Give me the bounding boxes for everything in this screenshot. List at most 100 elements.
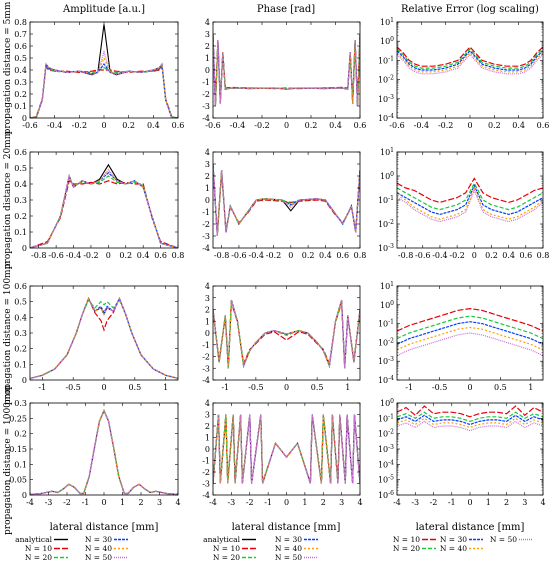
x-tick-label: -0.4 xyxy=(47,121,62,130)
y-tick-label: 0.3 xyxy=(14,78,27,87)
x-tick-label: -0.2 xyxy=(83,251,98,260)
y-tick-label: 0.4 xyxy=(14,180,27,189)
x-tick-label: 4 xyxy=(540,498,545,507)
y-tick-label: 10-1 xyxy=(378,55,394,65)
x-tick-label: 0 xyxy=(101,383,106,392)
y-tick-label: 0.6 xyxy=(14,282,27,291)
series-n-50-line xyxy=(30,297,178,379)
y-tick-label: 10-2 xyxy=(378,429,394,439)
x-tick-label: 0 xyxy=(106,251,111,260)
x-tick-label: -1 xyxy=(405,383,413,392)
x-tick-label: 0 xyxy=(284,121,289,130)
y-tick-label: -4 xyxy=(202,376,210,385)
x-tick-label: 0 xyxy=(467,383,472,392)
x-tick-label: -0.4 xyxy=(432,251,447,260)
plot-frame xyxy=(29,285,179,381)
row-label-5mm: propagation distance = 5mm xyxy=(3,1,13,134)
y-tick-label: 0.4 xyxy=(14,66,27,75)
x-tick-label: -2 xyxy=(63,498,71,507)
y-tick-label: 101 xyxy=(380,147,394,157)
y-tick-label: 10-4 xyxy=(378,375,394,385)
legend-label: N = 30 xyxy=(85,535,112,544)
y-tick-label: -1 xyxy=(202,208,210,217)
y-tick-label: 2 xyxy=(205,306,210,315)
x-tick-label: -0.2 xyxy=(449,251,464,260)
x-tick-label: 0.5 xyxy=(128,383,141,392)
series-n-30-line xyxy=(30,62,178,118)
y-tick-label: -4 xyxy=(202,114,210,123)
series-n-30-line xyxy=(30,409,178,495)
y-tick-label: 0.1 xyxy=(14,460,27,469)
legend-label: N = 30 xyxy=(440,535,467,544)
y-tick-label: 0.3 xyxy=(14,399,27,408)
legend-label: N = 20 xyxy=(213,553,240,562)
x-tick-label: 1 xyxy=(302,498,307,507)
series-n-20-line xyxy=(397,48,543,69)
x-tick-label: 1 xyxy=(345,383,350,392)
panels: -0.6 -0.4 -0.2 0 0.2 0.4 0.600.10.20.30.40.50.… xyxy=(9,17,549,507)
series-n-40-line xyxy=(30,297,178,379)
y-tick-label: 3 xyxy=(205,160,210,169)
y-tick-label: 0.8 xyxy=(14,18,27,27)
x-tick-label: -0.5 xyxy=(65,383,80,392)
x-tick-label: 4 xyxy=(175,498,180,507)
series-analytical-line xyxy=(30,409,178,495)
series-n-40-line xyxy=(397,186,543,220)
y-tick-label: 100 xyxy=(380,300,394,310)
x-tick-label: -0.6 xyxy=(22,121,37,130)
y-tick-label: 0 xyxy=(205,196,210,205)
series-analytical-line xyxy=(213,299,360,369)
plot-frame xyxy=(396,21,544,119)
y-tick-label: 0.5 xyxy=(14,298,27,307)
y-tick-label: 10-2 xyxy=(378,75,394,85)
x-tick-label: 0.4 xyxy=(512,121,525,130)
y-tick-label: 0.2 xyxy=(14,212,27,221)
chart-panel-phase-100mm: -1 -0.5 0 0.5 1 -4 -3 -2 -1 0 1 2 3 4 xyxy=(202,282,361,392)
x-tick-label: -0.8 xyxy=(398,251,413,260)
x-tick-label: 1 xyxy=(120,498,125,507)
xlabel-phase: lateral distance [mm] xyxy=(232,522,341,533)
x-tick-label: -0.5 xyxy=(432,383,447,392)
series-n-20-line xyxy=(30,63,178,118)
chart-panel-error-5mm: -0.6 -0.4 -0.2 0 0.2 0.4 0.6 10-4 10-3 10-2 10-1 10… xyxy=(378,17,549,130)
chart-panel-phase-20mm: -0.8 -0.6 -0.4 -0.2 0 0.2 0.4 0.6 0.8 -4 -3 -2 -1 0 1 2… xyxy=(202,148,366,260)
chart-panel-amplitude-5mm: -0.6 -0.4 -0.2 0 0.2 0.4 0.6 0 0.1 0.2 0.3 0.4 0.5 0.… xyxy=(14,18,184,130)
plot-frame xyxy=(212,151,361,249)
y-tick-label: 10-3 xyxy=(378,356,394,366)
series-n-50-line xyxy=(213,33,360,107)
chart-panel-error-1000mm: -4 -3 -2 -1 0 1 2 3 4 10-6 10-5 10-4 10-3 10-2 10-1 100 xyxy=(378,398,546,507)
x-tick-label: 0 xyxy=(472,251,477,260)
y-tick-label: -3 xyxy=(202,102,210,111)
y-tick-label: 0.1 xyxy=(14,360,27,369)
x-tick-label: -0.6 xyxy=(389,121,404,130)
legend-label: N = 50 xyxy=(85,553,112,562)
xlabel-relative-error: lateral distance [mm] xyxy=(416,522,525,533)
x-tick-label: 0.8 xyxy=(537,251,550,260)
x-tick-label: -1 xyxy=(264,498,272,507)
x-tick-label: -0.2 xyxy=(266,251,281,260)
y-tick-label: -2 xyxy=(202,468,210,477)
x-tick-label: 0.2 xyxy=(488,121,501,130)
series-n-20-line xyxy=(213,301,360,368)
x-tick-label: 0 xyxy=(284,383,289,392)
y-tick-label: 0.2 xyxy=(14,430,27,439)
legend-label: N = 10 xyxy=(25,544,52,553)
y-tick-label: 0.5 xyxy=(14,164,27,173)
x-tick-label: 0.6 xyxy=(519,251,532,260)
legend-label: analytical xyxy=(203,535,240,544)
row-label-20mm: propagation distance = 20mm xyxy=(3,130,13,269)
legend-label: N = 30 xyxy=(275,535,302,544)
y-tick-label: -2 xyxy=(202,90,210,99)
y-tick-label: 1 xyxy=(205,184,210,193)
x-tick-label: 0.2 xyxy=(305,121,318,130)
x-axis-labels: lateral distance [mm] lateral distance [… xyxy=(50,522,525,533)
series-n-10-line xyxy=(30,409,178,495)
y-tick-label: 0 xyxy=(22,114,27,123)
x-tick-label: -4 xyxy=(393,498,401,507)
y-tick-label: 10-5 xyxy=(378,475,394,485)
x-tick-label: -1 xyxy=(221,383,229,392)
y-tick-label: -3 xyxy=(202,480,210,489)
series-n-40-line xyxy=(213,163,360,237)
x-tick-label: -3 xyxy=(45,498,53,507)
series-n-10-line xyxy=(30,179,178,248)
